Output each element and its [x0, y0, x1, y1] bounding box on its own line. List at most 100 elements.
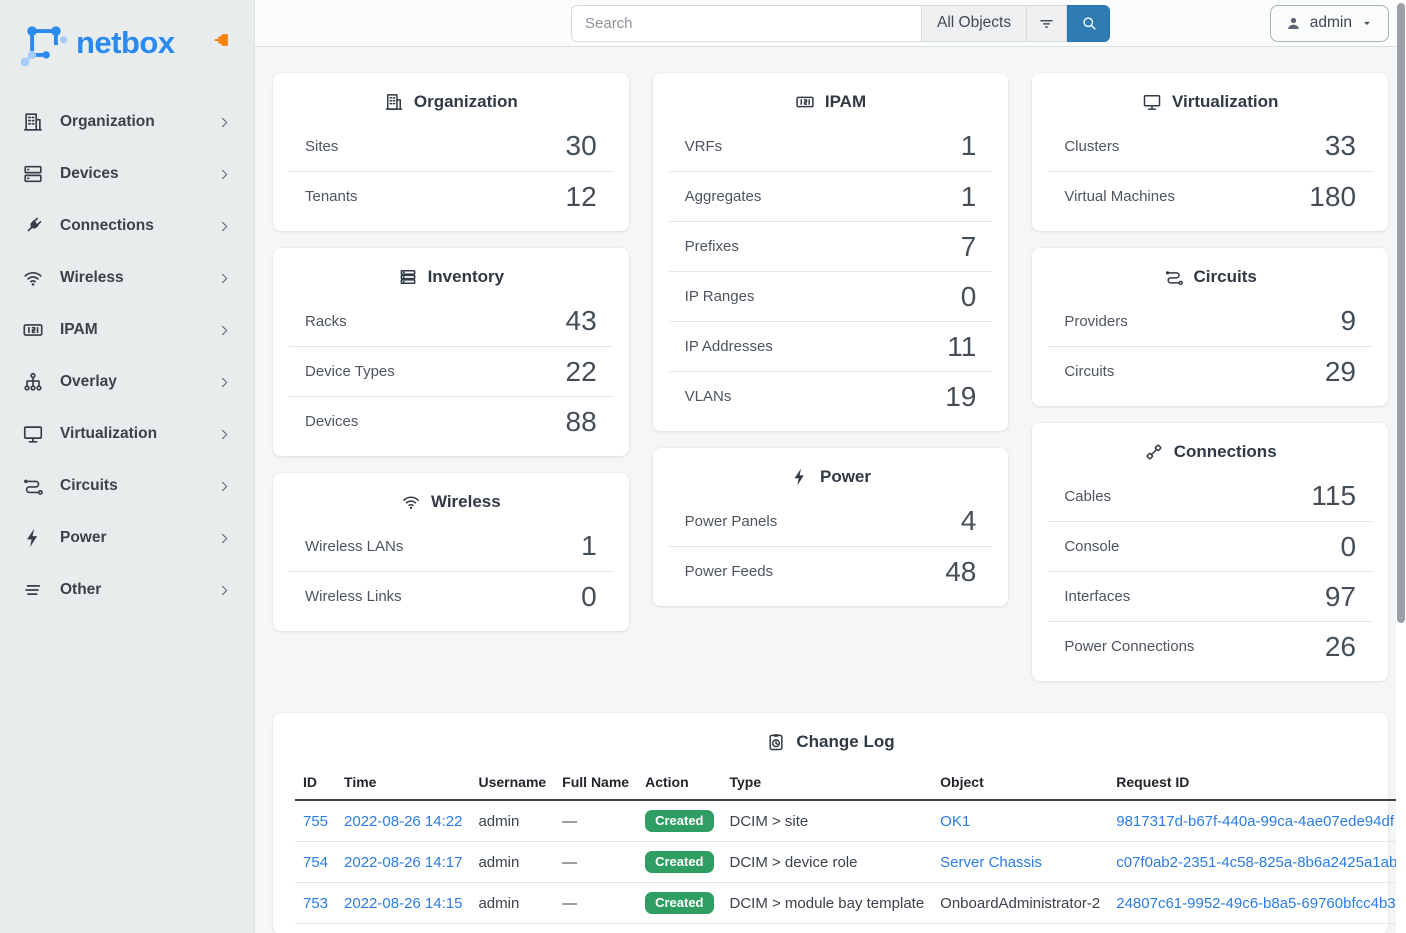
stat-value-vrfs[interactable]: 1 [960, 130, 977, 161]
stat-label: Interfaces [1064, 588, 1131, 605]
change-object-link[interactable]: OK1 [940, 812, 971, 830]
stat-value-sites[interactable]: 30 [565, 130, 597, 161]
netbox-logo[interactable]: netbox [0, 14, 254, 78]
stat-value-console[interactable]: 0 [1340, 530, 1357, 562]
stat-value-devices[interactable]: 88 [565, 405, 597, 437]
stat-value-interfaces[interactable]: 97 [1324, 580, 1357, 612]
change-time-link[interactable]: 2022-08-26 14:17 [344, 853, 463, 871]
card-organization: Organization Sites 30 Tenants 12 [273, 73, 629, 231]
sidebar-item-label: Connections [60, 217, 154, 234]
sidebar-item-circuits[interactable]: Circuits [0, 460, 254, 512]
stat-value-ip-ranges[interactable]: 0 [960, 280, 977, 312]
stat-label: VRFs [684, 137, 723, 155]
column-header-object: Object [932, 765, 1109, 801]
search-filter-button[interactable] [1026, 4, 1068, 42]
column-header-request-id: Request ID [1108, 765, 1406, 801]
column-header-action: Action [637, 765, 722, 801]
stat-value-circuits[interactable]: 29 [1324, 355, 1357, 387]
scrollbar-thumb[interactable] [1397, 3, 1405, 623]
sidebar-item-power[interactable]: Power [0, 512, 254, 564]
chevron-right-icon [217, 531, 232, 546]
change-username: admin [470, 800, 555, 842]
stat-label: Wireless LANs [305, 537, 404, 555]
stat-value-aggregates[interactable]: 1 [960, 180, 977, 212]
route-icon [22, 475, 44, 497]
search-scope-select[interactable]: All Objects [921, 4, 1027, 42]
change-username: admin [470, 882, 555, 924]
change-object-link[interactable]: Server Chassis [940, 853, 1042, 871]
stat-value-prefixes[interactable]: 7 [960, 230, 977, 262]
chevron-right-icon [217, 375, 232, 390]
sidebar-item-devices[interactable]: Devices [0, 148, 254, 200]
stat-value-providers[interactable]: 9 [1340, 305, 1357, 336]
stat-label: Tenants [305, 188, 358, 205]
chevron-right-icon [217, 167, 232, 182]
stat-label: Providers [1064, 312, 1128, 330]
building-icon [22, 111, 44, 133]
action-badge: Created [645, 851, 714, 873]
change-id-link[interactable]: 753 [303, 894, 329, 912]
sidebar-pin-button[interactable] [212, 30, 232, 50]
chevron-right-icon [217, 427, 232, 442]
stat-row-vlans: VLANs 19 [668, 371, 993, 421]
sidebar-item-organization[interactable]: Organization [0, 96, 254, 148]
card-connections: Connections Cables 115 Console 0 [1032, 423, 1389, 681]
change-log-row: 755 2022-08-26 14:22 admin — Created DCI… [295, 800, 1406, 842]
card-ipam-title: IPAM [653, 73, 1009, 121]
sidebar-item-overlay[interactable]: Overlay [0, 356, 254, 408]
stat-row-cables: Cables 115 [1048, 471, 1372, 521]
stat-row-vrfs: VRFs 1 [669, 121, 993, 171]
stats-column-2: IPAM VRFs 1 Aggregates 1 [652, 73, 1009, 606]
stat-value-wireless-lans[interactable]: 1 [581, 530, 597, 561]
sidebar-item-ipam[interactable]: IPAM [0, 304, 254, 356]
stat-row-clusters: Clusters 33 [1048, 121, 1372, 171]
change-id-link[interactable]: 754 [303, 853, 329, 871]
search-input[interactable] [571, 4, 921, 42]
sidebar-item-label: Circuits [60, 477, 118, 494]
stat-label: Sites [305, 137, 339, 155]
stat-value-power-panels[interactable]: 4 [960, 505, 977, 536]
change-request-id-link[interactable]: 9817317d-b67f-440a-99ca-4ae07ede94df [1116, 812, 1394, 830]
stat-label: IP Addresses [684, 338, 773, 355]
sidebar-item-wireless[interactable]: Wireless [0, 252, 254, 304]
stat-value-power-feeds[interactable]: 48 [945, 555, 977, 587]
stat-value-racks[interactable]: 43 [565, 305, 597, 336]
stat-value-vlans[interactable]: 19 [945, 380, 977, 412]
monitor-icon [1142, 92, 1162, 112]
global-search: All Objects [571, 4, 1111, 42]
stat-row-device-types: Device Types 22 [289, 346, 613, 396]
stat-value-device-types[interactable]: 22 [565, 355, 597, 387]
change-id-link[interactable]: 755 [303, 812, 329, 830]
sidebar-item-label: Overlay [60, 373, 117, 390]
sidebar-item-virtualization[interactable]: Virtualization [0, 408, 254, 460]
stat-label: VLANs [684, 388, 732, 405]
stat-value-virtual-machines[interactable]: 180 [1309, 180, 1357, 212]
stat-label: Power Panels [684, 512, 778, 530]
sidebar-item-connections[interactable]: Connections [0, 200, 254, 252]
user-menu-button[interactable]: admin [1269, 4, 1389, 42]
change-time-link[interactable]: 2022-08-26 14:22 [344, 812, 463, 830]
stat-row-power-feeds: Power Feeds 48 [668, 546, 993, 596]
change-log-table: ID Time Username Full Name Action Type O… [295, 765, 1406, 924]
stat-row-prefixes: Prefixes 7 [668, 221, 993, 271]
change-object-plain: OnboardAdministrator-2 [932, 882, 1109, 924]
user-menu-label: admin [1309, 14, 1352, 31]
stat-value-ip-addresses[interactable]: 11 [947, 330, 977, 362]
stat-value-clusters[interactable]: 33 [1324, 130, 1357, 161]
sidebar-item-other[interactable]: Other [0, 564, 254, 616]
stat-label: Prefixes [684, 238, 739, 255]
stat-value-cables[interactable]: 115 [1311, 480, 1357, 511]
cable-icon [1144, 442, 1164, 462]
stat-value-tenants[interactable]: 12 [565, 180, 597, 212]
change-time-link[interactable]: 2022-08-26 14:15 [344, 894, 463, 912]
stat-label: Aggregates [684, 188, 762, 205]
card-circuits-title: Circuits [1032, 248, 1388, 296]
search-submit-button[interactable] [1067, 4, 1111, 42]
change-request-id-link[interactable]: 24807c61-9952-49c6-b8a5-69760bfcc4b3 [1116, 894, 1396, 912]
change-request-id-link[interactable]: c07f0ab2-2351-4c58-825a-8b6a2425a1ab [1116, 853, 1398, 871]
stat-value-wireless-links[interactable]: 0 [581, 580, 597, 612]
stat-row-console: Console 0 [1048, 521, 1373, 571]
stat-value-power-connections[interactable]: 26 [1324, 630, 1357, 662]
stat-label: Console [1064, 538, 1120, 555]
